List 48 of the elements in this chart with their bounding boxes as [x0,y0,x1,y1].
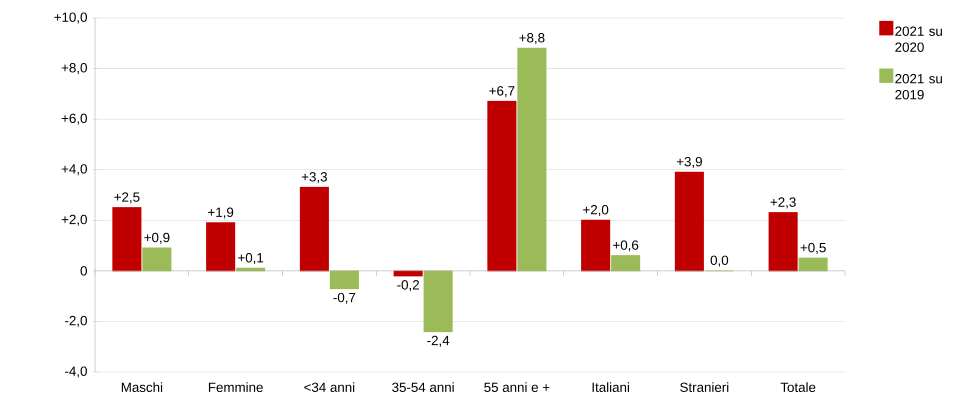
x-tick-label: Totale [780,382,816,392]
x-tick-label: Stranieri [680,382,728,392]
bar [798,258,828,272]
data-label: +2,5 [114,192,140,204]
data-label: -0,2 [397,280,419,292]
x-tick-label: Maschi [122,382,162,392]
data-label: -2,4 [427,336,450,347]
bar [487,100,516,272]
y-tick-label: +4,0 [62,164,87,176]
bar [206,222,236,272]
data-label: +1,9 [208,208,234,219]
data-label: +0,1 [238,253,264,264]
data-label: +3,3 [302,172,327,184]
data-label: +0,5 [800,242,826,254]
legend-label: 2021 su 2020 [895,26,942,52]
bar [424,270,453,332]
x-tick-label: Italiani [592,382,629,392]
y-tick-label: +2,0 [62,214,87,226]
y-tick-label: +8,0 [62,63,87,74]
legend-label: 2021 su 2019 [895,74,942,100]
data-label: +6,7 [489,86,514,98]
data-label: +0,9 [144,232,170,244]
bar [112,207,142,272]
x-tick-label: 35-54 anni [392,382,454,392]
bar [611,255,640,272]
y-tick-label: -4,0 [65,366,87,378]
x-tick-label: <34 anni [304,382,354,392]
bar [142,248,172,272]
bar [394,270,423,276]
x-tick-label: 55 anni e + [484,382,550,392]
y-tick-label: +6,0 [62,114,87,125]
data-label: +3,9 [676,156,702,168]
bar [768,212,798,272]
data-label: +2,3 [770,197,796,208]
bar [517,48,546,272]
x-tick-label: Femmine [208,382,263,392]
bar [330,270,359,290]
data-label: 0,0 [710,256,728,267]
data-label: +0,6 [613,240,638,252]
y-tick-label: 0 [80,266,87,276]
bar [674,172,704,272]
data-label: +2,0 [583,205,608,216]
data-label: +8,8 [519,33,544,44]
data-label: -0,7 [333,292,356,304]
y-tick-label: -2,0 [65,316,87,327]
y-tick-label: +10,0 [54,12,87,24]
bar [581,220,610,272]
bar [300,186,329,272]
